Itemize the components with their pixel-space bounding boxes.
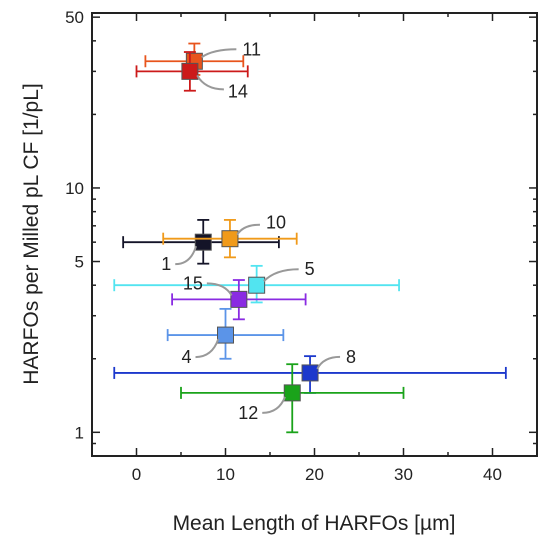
point-label: 11 bbox=[242, 39, 261, 59]
data-point-5: 5 bbox=[113, 259, 400, 304]
y-axis-title: HARFOs per Milled pL CF [1/pL] bbox=[20, 83, 43, 385]
square-marker bbox=[217, 326, 234, 344]
point-label: 1 bbox=[161, 254, 171, 274]
data-point-15: 15 bbox=[171, 273, 307, 321]
label-leader bbox=[316, 355, 341, 370]
point-label: 4 bbox=[181, 347, 191, 367]
x-tick-label: 20 bbox=[305, 465, 324, 484]
y-tick-label: 10 bbox=[65, 179, 84, 198]
x-axis-ticks: 0 10 20 30 40 bbox=[91, 13, 538, 484]
square-marker bbox=[301, 364, 319, 382]
y-tick-label: 50 bbox=[65, 8, 84, 27]
point-label: 15 bbox=[183, 273, 203, 293]
label-leader bbox=[262, 396, 286, 414]
data-point-14: 14 bbox=[135, 51, 249, 101]
data-point-11: 11 bbox=[144, 39, 261, 76]
x-tick-label: 10 bbox=[216, 465, 235, 484]
plot-frame bbox=[91, 12, 538, 457]
label-leader bbox=[175, 245, 198, 266]
data-points: 11 14 1 10 5 15 4 8 12 bbox=[113, 39, 507, 434]
y-tick-label: 1 bbox=[75, 423, 84, 442]
x-tick-label: 40 bbox=[483, 465, 502, 484]
label-leader bbox=[200, 48, 237, 59]
point-label: 14 bbox=[228, 81, 248, 101]
data-point-1: 1 bbox=[122, 219, 280, 274]
square-marker bbox=[230, 290, 248, 308]
square-marker bbox=[248, 276, 266, 294]
square-marker bbox=[181, 62, 199, 80]
label-leader bbox=[236, 223, 260, 236]
label-leader bbox=[206, 282, 233, 296]
square-marker bbox=[194, 233, 212, 251]
label-leader bbox=[196, 74, 224, 91]
point-label: 12 bbox=[238, 403, 258, 423]
label-leader bbox=[263, 268, 299, 282]
point-label: 10 bbox=[266, 213, 286, 233]
data-point-10: 10 bbox=[162, 213, 298, 259]
point-label: 5 bbox=[305, 259, 315, 279]
data-point-12: 12 bbox=[180, 363, 405, 434]
x-tick-label: 0 bbox=[132, 465, 141, 484]
y-tick-label: 5 bbox=[75, 253, 84, 272]
x-tick-label: 30 bbox=[394, 465, 413, 484]
x-axis-title: Mean Length of HARFOs [µm] bbox=[173, 512, 456, 535]
data-point-4: 4 bbox=[166, 307, 285, 367]
square-marker bbox=[221, 230, 239, 248]
data-point-8: 8 bbox=[113, 347, 507, 394]
point-label: 8 bbox=[346, 347, 356, 367]
square-marker bbox=[283, 384, 301, 402]
label-leader bbox=[195, 338, 220, 359]
